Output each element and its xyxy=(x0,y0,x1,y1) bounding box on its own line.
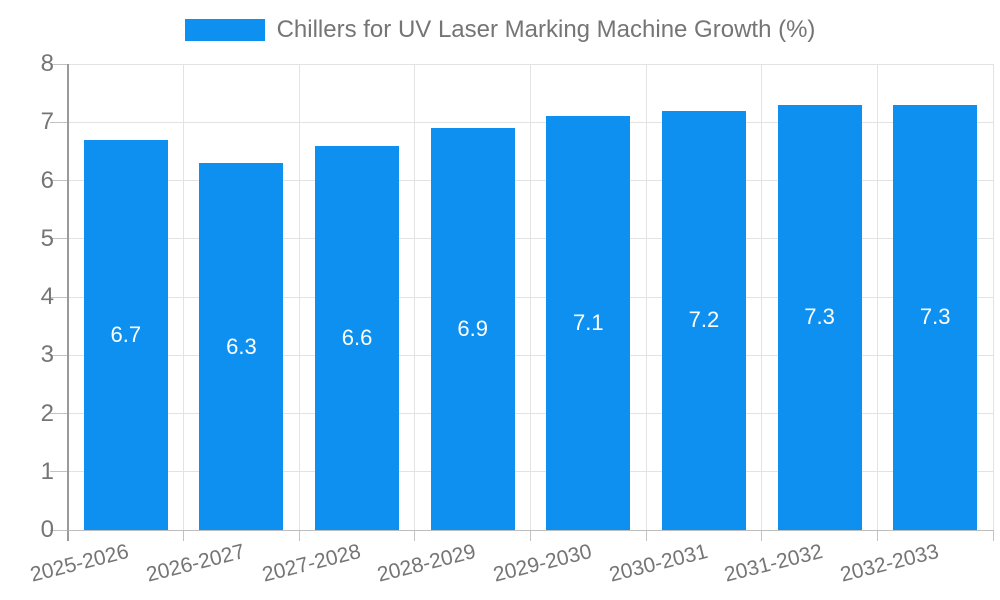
legend-swatch[interactable] xyxy=(184,19,265,41)
legend-label[interactable]: Chillers for UV Laser Marking Machine Gr… xyxy=(276,16,816,43)
bar-value-label: 7.3 xyxy=(919,304,951,330)
x-gridline xyxy=(530,64,531,530)
y-tick-label: 0 xyxy=(40,516,54,543)
x-tick-mark xyxy=(414,530,416,541)
x-tick-mark xyxy=(761,530,763,541)
x-tick-label: 2031-2032 xyxy=(722,540,826,587)
bar-value-label: 6.9 xyxy=(457,316,488,342)
bar-value-label: 7.3 xyxy=(804,304,835,330)
y-tick-mark xyxy=(50,238,68,240)
bar: 7.2 xyxy=(661,110,746,530)
bar-value-label: 6.3 xyxy=(226,333,257,359)
bar: 6.7 xyxy=(83,139,168,530)
y-tick-mark xyxy=(50,529,68,531)
y-tick-label: 2 xyxy=(40,399,54,427)
x-tick-mark xyxy=(992,530,994,541)
y-tick-label: 8 xyxy=(40,50,54,77)
x-tick-mark xyxy=(298,530,300,541)
x-tick-label: 2027-2028 xyxy=(259,540,363,587)
x-tick-mark xyxy=(530,530,531,541)
bar: 6.3 xyxy=(199,163,284,530)
y-tick-label: 4 xyxy=(40,283,54,310)
y-tick-mark xyxy=(50,180,68,181)
x-tick-label: 2025-2026 xyxy=(28,540,132,587)
bar-value-label: 6.7 xyxy=(110,321,142,347)
x-gridline xyxy=(183,64,185,530)
y-axis-line xyxy=(67,64,69,541)
x-gridline xyxy=(992,64,994,530)
bar: 7.3 xyxy=(893,104,978,530)
x-tick-label: 2030-2031 xyxy=(606,540,710,587)
y-tick-mark xyxy=(50,63,68,65)
y-tick-mark xyxy=(50,296,68,298)
x-tick-label: 2032-2033 xyxy=(837,540,941,587)
x-gridline xyxy=(876,64,878,530)
y-tick-label: 5 xyxy=(40,224,54,252)
y-tick-mark xyxy=(50,354,68,356)
x-axis-line xyxy=(68,529,993,531)
y-tick-mark xyxy=(50,471,68,473)
y-tick-label: 6 xyxy=(40,166,54,194)
y-tick-label: 3 xyxy=(40,341,54,369)
bar: 6.6 xyxy=(315,145,400,530)
bar: 6.9 xyxy=(430,128,515,530)
y-tick-mark xyxy=(50,121,68,123)
y-tick-mark xyxy=(50,413,68,414)
bar: 7.3 xyxy=(777,104,862,530)
x-tick-mark xyxy=(183,530,185,541)
x-tick-mark xyxy=(645,530,647,541)
bar: 7.1 xyxy=(546,116,631,530)
x-gridline xyxy=(414,64,416,530)
x-tick-label: 2028-2029 xyxy=(375,540,479,587)
x-tick-label: 2029-2030 xyxy=(490,540,594,587)
x-tick-mark xyxy=(876,530,878,541)
x-gridline xyxy=(645,64,647,530)
x-gridline xyxy=(298,64,300,530)
y-tick-label: 7 xyxy=(40,108,54,136)
x-tick-label: 2026-2027 xyxy=(143,540,248,587)
bar-value-label: 7.2 xyxy=(688,307,720,333)
x-gridline xyxy=(761,64,763,530)
y-tick-label: 1 xyxy=(40,457,54,485)
bar-value-label: 6.6 xyxy=(341,324,373,350)
legend: Chillers for UV Laser Marking Machine Gr… xyxy=(0,16,1000,44)
bar-value-label: 7.1 xyxy=(573,310,604,336)
